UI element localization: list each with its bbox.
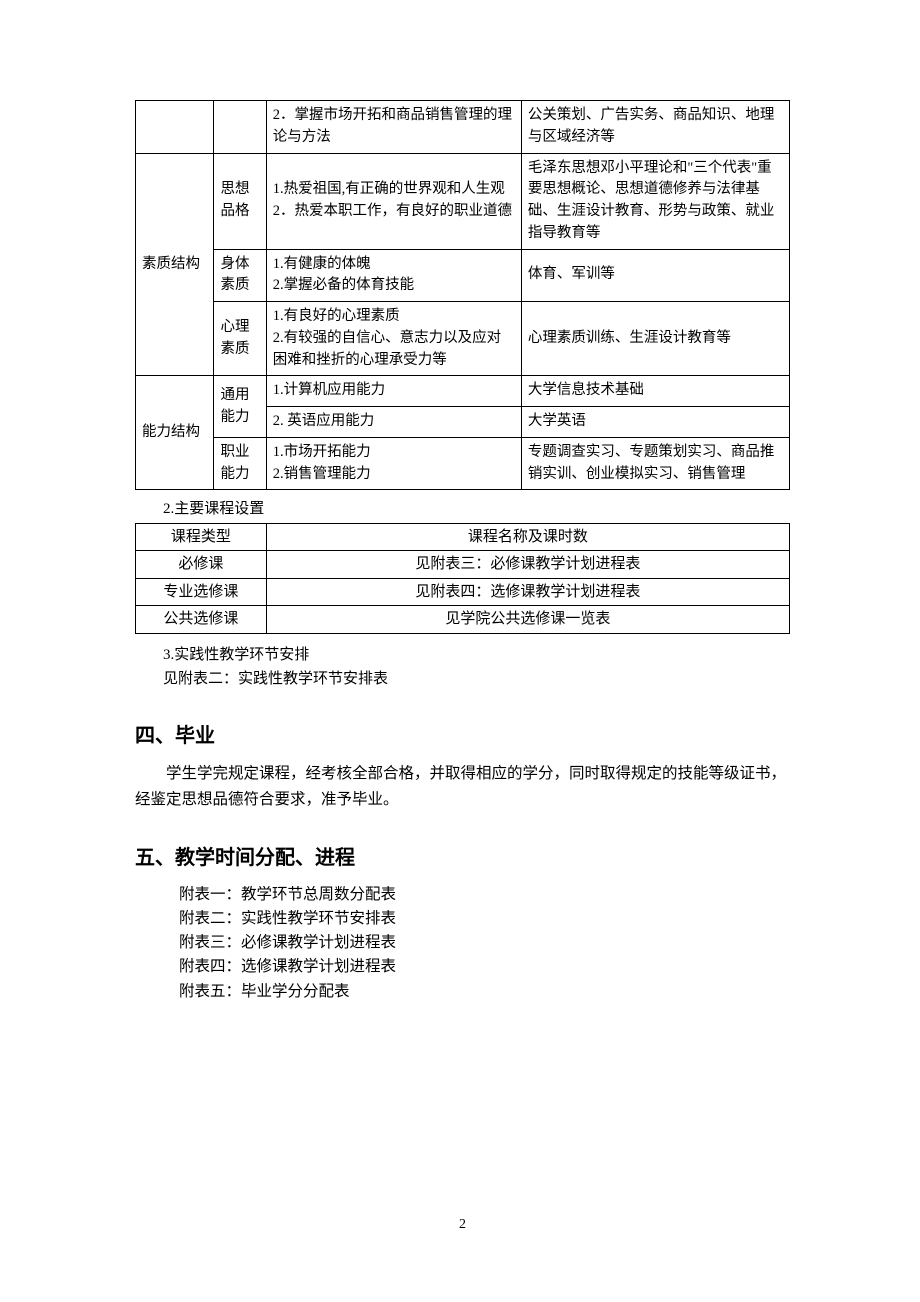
cell-course: 体育、军训等 [521, 249, 789, 302]
appendix-item: 附表二：实践性教学环节安排表 [179, 907, 790, 931]
cell-course: 大学英语 [521, 407, 789, 438]
cell-req: 1.市场开拓能力 2.销售管理能力 [266, 437, 521, 490]
cell-group: 素质结构 [136, 153, 214, 376]
cell-desc: 见学院公共选修课一览表 [266, 606, 789, 634]
header-name: 课程名称及课时数 [266, 523, 789, 551]
structure-table: 2．掌握市场开拓和商品销售管理的理论与方法 公关策划、广告实务、商品知识、地理与… [135, 100, 790, 490]
cell-req: 1.有健康的体魄 2.掌握必备的体育技能 [266, 249, 521, 302]
table-row: 身体素质 1.有健康的体魄 2.掌握必备的体育技能 体育、军训等 [136, 249, 790, 302]
table-row: 心理素质 1.有良好的心理素质 2.有较强的自信心、意志力以及应对困难和挫折的心… [136, 302, 790, 376]
cell-type: 专业选修课 [136, 578, 267, 606]
table-row: 职业能力 1.市场开拓能力 2.销售管理能力 专题调查实习、专题策划实习、商品推… [136, 437, 790, 490]
cell-group: 能力结构 [136, 376, 214, 490]
cell-req: 1.计算机应用能力 [266, 376, 521, 407]
cell-sub: 职业能力 [214, 437, 266, 490]
cell-req: 1.热爱祖国,有正确的世界观和人生观 2．热爱本职工作，有良好的职业道德 [266, 153, 521, 249]
table-row: 专业选修课 见附表四：选修课教学计划进程表 [136, 578, 790, 606]
table-row: 必修课 见附表三：必修课教学计划进程表 [136, 551, 790, 579]
table-header-row: 课程类型 课程名称及课时数 [136, 523, 790, 551]
cell-req: 1.有良好的心理素质 2.有较强的自信心、意志力以及应对困难和挫折的心理承受力等 [266, 302, 521, 376]
cell-course: 大学信息技术基础 [521, 376, 789, 407]
table-row: 2．掌握市场开拓和商品销售管理的理论与方法 公关策划、广告实务、商品知识、地理与… [136, 101, 790, 154]
cell-type: 公共选修课 [136, 606, 267, 634]
cell-req: 2．掌握市场开拓和商品销售管理的理论与方法 [266, 101, 521, 154]
cell-course: 专题调查实习、专题策划实习、商品推销实训、创业模拟实习、销售管理 [521, 437, 789, 490]
cell-type: 必修课 [136, 551, 267, 579]
appendix-item: 附表三：必修课教学计划进程表 [179, 931, 790, 955]
cell-sub: 通用能力 [214, 376, 266, 438]
table-row: 素质结构 思想品格 1.热爱祖国,有正确的世界观和人生观 2．热爱本职工作，有良… [136, 153, 790, 249]
cell-course: 公关策划、广告实务、商品知识、地理与区域经济等 [521, 101, 789, 154]
heading-4: 四、毕业 [135, 721, 790, 751]
cell-sub: 心理素质 [214, 302, 266, 376]
header-type: 课程类型 [136, 523, 267, 551]
table-row: 能力结构 通用能力 1.计算机应用能力 大学信息技术基础 [136, 376, 790, 407]
table-row: 公共选修课 见学院公共选修课一览表 [136, 606, 790, 634]
heading-5: 五、教学时间分配、进程 [135, 843, 790, 873]
cell-sub: 思想品格 [214, 153, 266, 249]
course-table: 课程类型 课程名称及课时数 必修课 见附表三：必修课教学计划进程表 专业选修课 … [135, 523, 790, 634]
cell-desc: 见附表三：必修课教学计划进程表 [266, 551, 789, 579]
cell-req: 2. 英语应用能力 [266, 407, 521, 438]
appendix-item: 附表四：选修课教学计划进程表 [179, 955, 790, 979]
appendix-item: 附表一：教学环节总周数分配表 [179, 883, 790, 907]
paragraph-graduation: 学生学完规定课程，经考核全部合格，并取得相应的学分，同时取得规定的技能等级证书，… [135, 761, 790, 814]
appendix-item: 附表五：毕业学分分配表 [179, 980, 790, 1004]
cell-desc: 见附表四：选修课教学计划进程表 [266, 578, 789, 606]
page-number: 2 [135, 1214, 790, 1235]
cell-empty [136, 101, 214, 154]
section-3-line1: 3.实践性教学环节安排 [163, 644, 790, 667]
section-3-line2: 见附表二：实践性教学环节安排表 [163, 668, 790, 691]
cell-course: 心理素质训练、生涯设计教育等 [521, 302, 789, 376]
appendix-list: 附表一：教学环节总周数分配表 附表二：实践性教学环节安排表 附表三：必修课教学计… [179, 883, 790, 1003]
cell-course: 毛泽东思想邓小平理论和"三个代表"重要思想概论、思想道德修养与法律基础、生涯设计… [521, 153, 789, 249]
cell-empty [214, 101, 266, 154]
cell-sub: 身体素质 [214, 249, 266, 302]
section-2-label: 2.主要课程设置 [163, 498, 790, 521]
